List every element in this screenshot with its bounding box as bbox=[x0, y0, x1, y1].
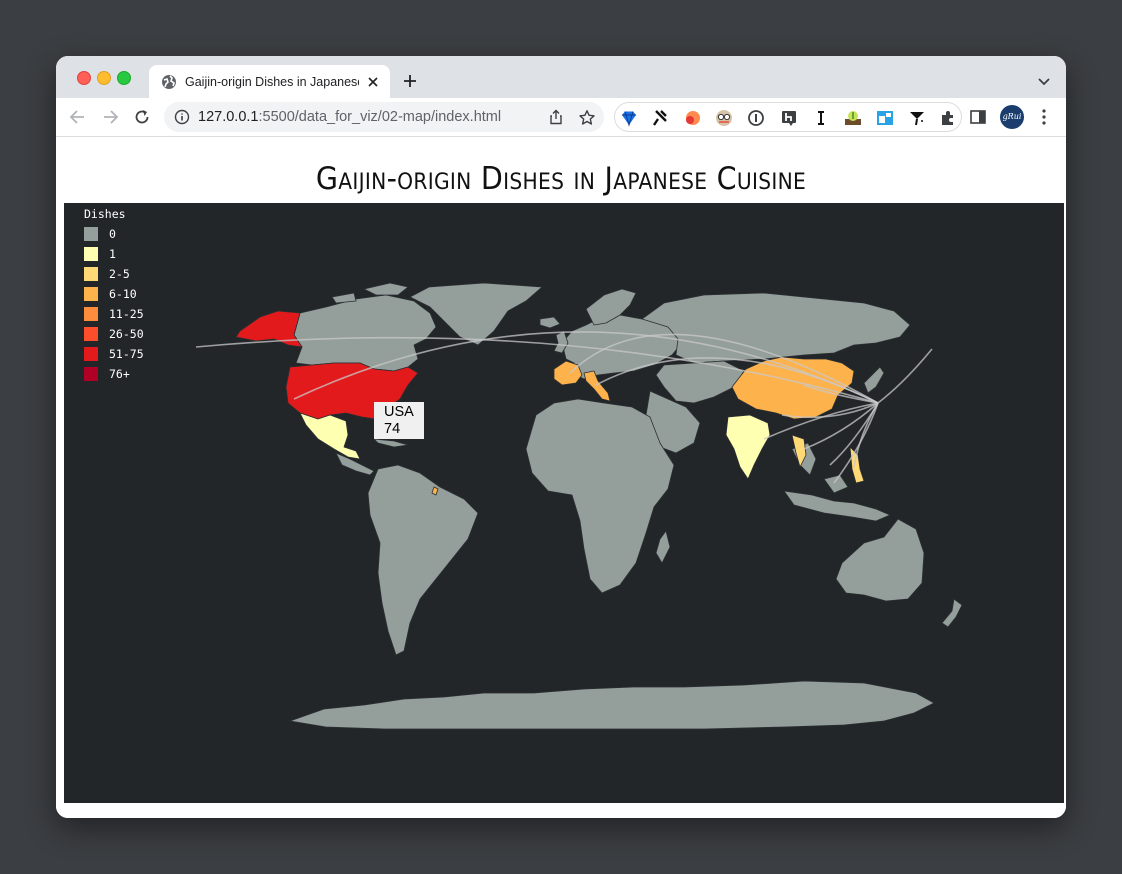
tab-title: Gaijin-origin Dishes in Japanese Cuisine bbox=[185, 75, 359, 89]
map-tooltip: USA 74 bbox=[374, 402, 424, 439]
new-tab-icon[interactable] bbox=[401, 72, 419, 90]
country-canada-islands[interactable] bbox=[331, 282, 409, 304]
window-extension-icon[interactable] bbox=[876, 109, 894, 127]
legend: Dishes 0 1 2-5 6-10 bbox=[84, 207, 184, 385]
country-greenland[interactable] bbox=[409, 282, 543, 346]
legend-label: 26-50 bbox=[109, 327, 144, 341]
legend-item-4: 11-25 bbox=[84, 305, 184, 325]
country-china[interactable] bbox=[731, 356, 855, 420]
more-options-icon[interactable] bbox=[1038, 108, 1050, 126]
region-indonesia[interactable] bbox=[783, 474, 891, 522]
maximize-window-button[interactable] bbox=[117, 71, 131, 85]
country-scandinavia[interactable] bbox=[585, 288, 637, 326]
url-path: :5500/data_for_viz/02-map/index.html bbox=[258, 109, 502, 125]
country-france[interactable] bbox=[553, 360, 583, 386]
country-mexico[interactable] bbox=[299, 412, 361, 460]
legend-item-0: 0 bbox=[84, 225, 184, 245]
legend-item-3: 6-10 bbox=[84, 285, 184, 305]
browser-toolbar: 127.0.0.1:5500/data_for_viz/02-map/index… bbox=[56, 98, 1066, 137]
region-south-america[interactable] bbox=[367, 464, 479, 656]
privacy-extension-icon[interactable] bbox=[747, 109, 765, 127]
extensions-bar bbox=[614, 102, 962, 132]
diamond-extension-icon[interactable] bbox=[620, 109, 638, 127]
reload-icon[interactable] bbox=[132, 107, 152, 127]
legend-label: 1 bbox=[109, 247, 116, 261]
site-info-icon[interactable] bbox=[174, 109, 190, 125]
world-map: Dishes 0 1 2-5 6-10 bbox=[64, 203, 1064, 803]
globe-icon bbox=[162, 75, 176, 89]
country-new-zealand[interactable] bbox=[941, 598, 963, 628]
country-philippines[interactable] bbox=[849, 446, 865, 484]
legend-item-6: 51-75 bbox=[84, 345, 184, 365]
country-india[interactable] bbox=[725, 414, 771, 480]
profile-avatar[interactable]: gRui bbox=[1000, 105, 1024, 129]
region-central-asia[interactable] bbox=[655, 360, 745, 404]
country-japan[interactable] bbox=[863, 366, 885, 394]
legend-swatch bbox=[84, 327, 98, 341]
arrow-extension-icon[interactable] bbox=[908, 109, 926, 127]
tooltip-country: USA bbox=[384, 404, 414, 420]
instapaper-extension-icon[interactable] bbox=[812, 109, 830, 127]
legend-swatch bbox=[84, 307, 98, 321]
share-icon[interactable] bbox=[548, 109, 564, 125]
legend-item-2: 2-5 bbox=[84, 265, 184, 285]
world-map-svg bbox=[195, 282, 963, 730]
close-window-button[interactable] bbox=[77, 71, 91, 85]
legend-label: 2-5 bbox=[109, 267, 130, 281]
legend-label: 76+ bbox=[109, 367, 130, 381]
legend-label: 6-10 bbox=[109, 287, 137, 301]
legend-swatch bbox=[84, 267, 98, 281]
region-caribbean[interactable] bbox=[373, 438, 409, 448]
page-title: Gaijin-origin Dishes in Japanese Cuisine bbox=[315, 161, 807, 197]
owl-extension-icon[interactable] bbox=[715, 109, 733, 127]
legend-label: 51-75 bbox=[109, 347, 144, 361]
url-host: 127.0.0.1 bbox=[198, 109, 259, 125]
url-text: 127.0.0.1:5500/data_for_viz/02-map/index… bbox=[198, 108, 501, 126]
legend-label: 11-25 bbox=[109, 307, 144, 321]
legend-item-7: 76+ bbox=[84, 365, 184, 385]
tooltip-value: 74 bbox=[384, 421, 401, 437]
page-content: Gaijin-origin Dishes in Japanese Cuisine bbox=[56, 137, 1066, 818]
bookmark-star-icon[interactable] bbox=[578, 109, 596, 127]
legend-swatch bbox=[84, 287, 98, 301]
country-suriname[interactable] bbox=[431, 486, 439, 496]
blob-extension-icon[interactable] bbox=[683, 109, 701, 127]
country-thailand[interactable] bbox=[791, 434, 807, 468]
region-antarctica[interactable] bbox=[289, 680, 935, 730]
legend-label: 0 bbox=[109, 227, 116, 241]
legend-swatch bbox=[84, 367, 98, 381]
puzzle-extensions-icon[interactable] bbox=[939, 109, 957, 127]
active-tab[interactable]: Gaijin-origin Dishes in Japanese Cuisine bbox=[149, 65, 390, 98]
tab-strip: Gaijin-origin Dishes in Japanese Cuisine bbox=[56, 56, 1066, 98]
region-africa[interactable] bbox=[525, 398, 675, 594]
legend-item-5: 26-50 bbox=[84, 325, 184, 345]
country-italy[interactable] bbox=[583, 370, 611, 402]
country-canada[interactable] bbox=[293, 294, 437, 372]
legend-title: Dishes bbox=[84, 207, 126, 221]
chevron-down-icon[interactable] bbox=[1036, 73, 1052, 89]
legend-swatch bbox=[84, 227, 98, 241]
plant-extension-icon[interactable] bbox=[844, 109, 862, 127]
country-uk[interactable] bbox=[553, 330, 569, 354]
region-central-america[interactable] bbox=[335, 452, 375, 476]
country-iceland[interactable] bbox=[539, 316, 561, 329]
hypothesis-extension-icon[interactable] bbox=[780, 109, 798, 127]
country-australia[interactable] bbox=[835, 518, 925, 602]
legend-swatch bbox=[84, 347, 98, 361]
dish-flow-lines bbox=[195, 331, 933, 484]
country-russia[interactable] bbox=[641, 292, 911, 364]
address-bar[interactable]: 127.0.0.1:5500/data_for_viz/02-map/index… bbox=[164, 102, 604, 132]
back-arrow-icon[interactable] bbox=[68, 107, 88, 127]
legend-swatch bbox=[84, 247, 98, 261]
legend-item-1: 1 bbox=[84, 245, 184, 265]
pin-extension-icon[interactable] bbox=[652, 109, 670, 127]
close-tab-icon[interactable] bbox=[365, 74, 381, 90]
country-madagascar[interactable] bbox=[655, 530, 671, 564]
side-panel-icon[interactable] bbox=[970, 110, 986, 124]
forward-arrow-icon[interactable] bbox=[100, 107, 120, 127]
browser-window: Gaijin-origin Dishes in Japanese Cuisine bbox=[56, 56, 1066, 818]
minimize-window-button[interactable] bbox=[97, 71, 111, 85]
country-usa-alaska[interactable] bbox=[235, 310, 303, 348]
